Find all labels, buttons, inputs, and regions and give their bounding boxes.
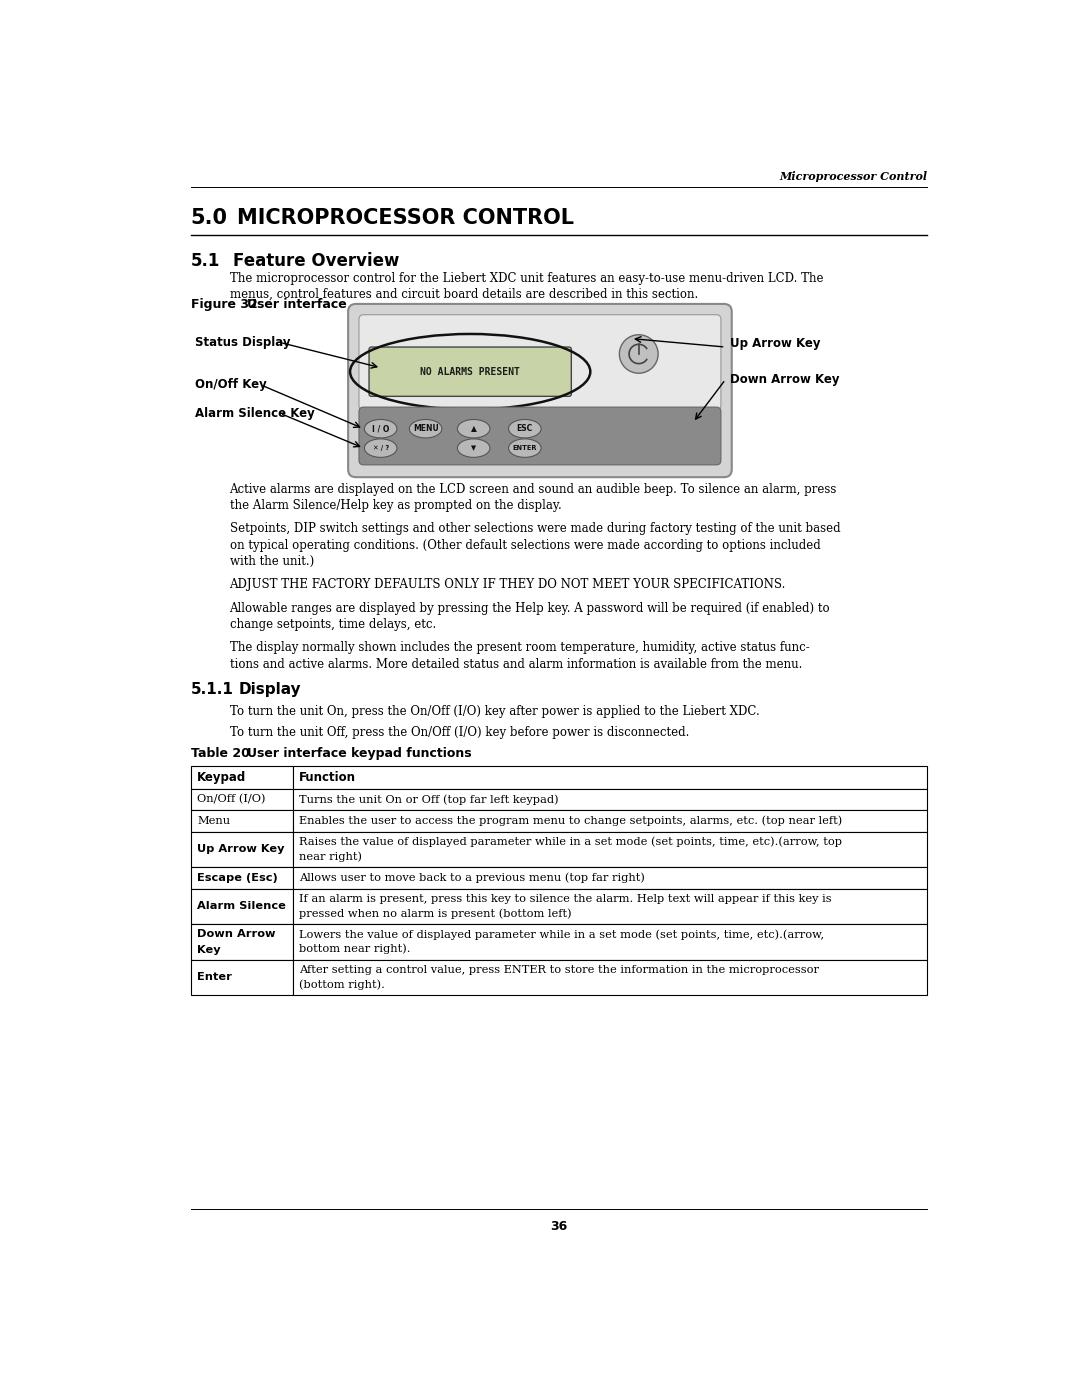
FancyBboxPatch shape: [359, 314, 721, 411]
Text: User interface keypad functions: User interface keypad functions: [246, 747, 471, 760]
Text: User interface: User interface: [246, 298, 347, 310]
Text: with the unit.): with the unit.): [230, 556, 314, 569]
Text: Microprocessor Control: Microprocessor Control: [779, 172, 927, 182]
Text: Display: Display: [239, 682, 301, 697]
Text: Allows user to move back to a previous menu (top far right): Allows user to move back to a previous m…: [299, 873, 645, 883]
Ellipse shape: [409, 419, 442, 437]
Text: Down Arrow: Down Arrow: [197, 929, 275, 939]
FancyBboxPatch shape: [359, 407, 721, 465]
Text: After setting a control value, press ENTER to store the information in the micro: After setting a control value, press ENT…: [299, 965, 820, 975]
Text: Figure 32: Figure 32: [191, 298, 257, 310]
Text: Raises the value of displayed parameter while in a set mode (set points, time, e: Raises the value of displayed parameter …: [299, 837, 842, 848]
Text: 36: 36: [551, 1220, 568, 1234]
Bar: [293, 810, 927, 831]
Bar: [191, 766, 293, 789]
Text: Active alarms are displayed on the LCD screen and sound an audible beep. To sile: Active alarms are displayed on the LCD s…: [230, 482, 837, 496]
Text: ✕ / ?: ✕ / ?: [373, 446, 389, 451]
Bar: [191, 831, 293, 868]
Text: To turn the unit On, press the On/Off (I/O) key after power is applied to the Li: To turn the unit On, press the On/Off (I…: [230, 705, 759, 718]
Bar: [293, 831, 927, 868]
Text: Status Display: Status Display: [194, 335, 291, 349]
Circle shape: [619, 335, 658, 373]
Ellipse shape: [458, 419, 490, 437]
Text: bottom near right).: bottom near right).: [299, 944, 410, 954]
Text: NO ALARMS PRESENT: NO ALARMS PRESENT: [420, 366, 521, 377]
Bar: [191, 810, 293, 831]
Text: 5.1.1: 5.1.1: [191, 682, 233, 697]
Text: To turn the unit Off, press the On/Off (I/O) key before power is disconnected.: To turn the unit Off, press the On/Off (…: [230, 725, 689, 739]
Text: the Alarm Silence/Help key as prompted on the display.: the Alarm Silence/Help key as prompted o…: [230, 499, 562, 513]
Text: Turns the unit On or Off (top far left keypad): Turns the unit On or Off (top far left k…: [299, 793, 559, 805]
Bar: [191, 925, 293, 960]
Text: Up Arrow Key: Up Arrow Key: [197, 844, 284, 855]
Text: Alarm Silence: Alarm Silence: [197, 901, 286, 911]
Text: MENU: MENU: [413, 425, 438, 433]
Text: tions and active alarms. More detailed status and alarm information is available: tions and active alarms. More detailed s…: [230, 658, 802, 671]
Text: Enables the user to access the program menu to change setpoints, alarms, etc. (t: Enables the user to access the program m…: [299, 816, 842, 826]
Text: Function: Function: [299, 771, 356, 784]
Text: Alarm Silence Key: Alarm Silence Key: [194, 407, 314, 419]
Bar: [191, 888, 293, 925]
Text: 5.0: 5.0: [191, 208, 228, 228]
Text: near right): near right): [299, 852, 362, 862]
Text: Keypad: Keypad: [197, 771, 246, 784]
FancyBboxPatch shape: [369, 346, 571, 397]
Text: change setpoints, time delays, etc.: change setpoints, time delays, etc.: [230, 617, 436, 631]
Text: on typical operating conditions. (Other default selections were made according t: on typical operating conditions. (Other …: [230, 539, 821, 552]
Bar: [293, 766, 927, 789]
Bar: [293, 868, 927, 888]
Text: On/Off Key: On/Off Key: [194, 379, 267, 391]
Text: menus, control features and circuit board details are described in this section.: menus, control features and circuit boar…: [230, 288, 698, 300]
Text: ENTER: ENTER: [513, 446, 537, 451]
Bar: [293, 960, 927, 995]
Bar: [191, 960, 293, 995]
Text: Feature Overview: Feature Overview: [233, 251, 400, 270]
Ellipse shape: [364, 439, 397, 457]
Text: ▼: ▼: [471, 446, 476, 451]
Bar: [293, 789, 927, 810]
Text: MICROPROCESSOR CONTROL: MICROPROCESSOR CONTROL: [238, 208, 575, 228]
Text: The display normally shown includes the present room temperature, humidity, acti: The display normally shown includes the …: [230, 641, 809, 654]
Text: Enter: Enter: [197, 972, 232, 982]
Text: I / O: I / O: [372, 425, 390, 433]
Text: The microprocessor control for the Liebert XDC unit features an easy-to-use menu: The microprocessor control for the Liebe…: [230, 271, 823, 285]
Bar: [293, 888, 927, 925]
Text: pressed when no alarm is present (bottom left): pressed when no alarm is present (bottom…: [299, 908, 572, 919]
Ellipse shape: [458, 439, 490, 457]
Text: ADJUST THE FACTORY DEFAULTS ONLY IF THEY DO NOT MEET YOUR SPECIFICATIONS.: ADJUST THE FACTORY DEFAULTS ONLY IF THEY…: [230, 578, 786, 591]
Bar: [191, 868, 293, 888]
Text: Table 20: Table 20: [191, 747, 249, 760]
Text: (bottom right).: (bottom right).: [299, 979, 386, 990]
Bar: [293, 925, 927, 960]
Ellipse shape: [509, 419, 541, 437]
Ellipse shape: [509, 439, 541, 457]
Text: ESC: ESC: [516, 425, 532, 433]
Text: If an alarm is present, press this key to silence the alarm. Help text will appe: If an alarm is present, press this key t…: [299, 894, 832, 904]
Text: Key: Key: [197, 944, 220, 954]
Text: Setpoints, DIP switch settings and other selections were made during factory tes: Setpoints, DIP switch settings and other…: [230, 522, 840, 535]
Text: Down Arrow Key: Down Arrow Key: [730, 373, 840, 386]
Bar: [191, 789, 293, 810]
Text: ▲: ▲: [471, 425, 476, 433]
Ellipse shape: [364, 419, 397, 437]
Text: Allowable ranges are displayed by pressing the Help key. A password will be requ: Allowable ranges are displayed by pressi…: [230, 602, 831, 615]
FancyBboxPatch shape: [348, 305, 732, 478]
Text: Up Arrow Key: Up Arrow Key: [730, 338, 821, 351]
Text: Escape (Esc): Escape (Esc): [197, 873, 278, 883]
Text: Lowers the value of displayed parameter while in a set mode (set points, time, e: Lowers the value of displayed parameter …: [299, 929, 824, 940]
Text: On/Off (I/O): On/Off (I/O): [197, 795, 266, 805]
Text: Menu: Menu: [197, 816, 230, 826]
Text: 5.1: 5.1: [191, 251, 220, 270]
